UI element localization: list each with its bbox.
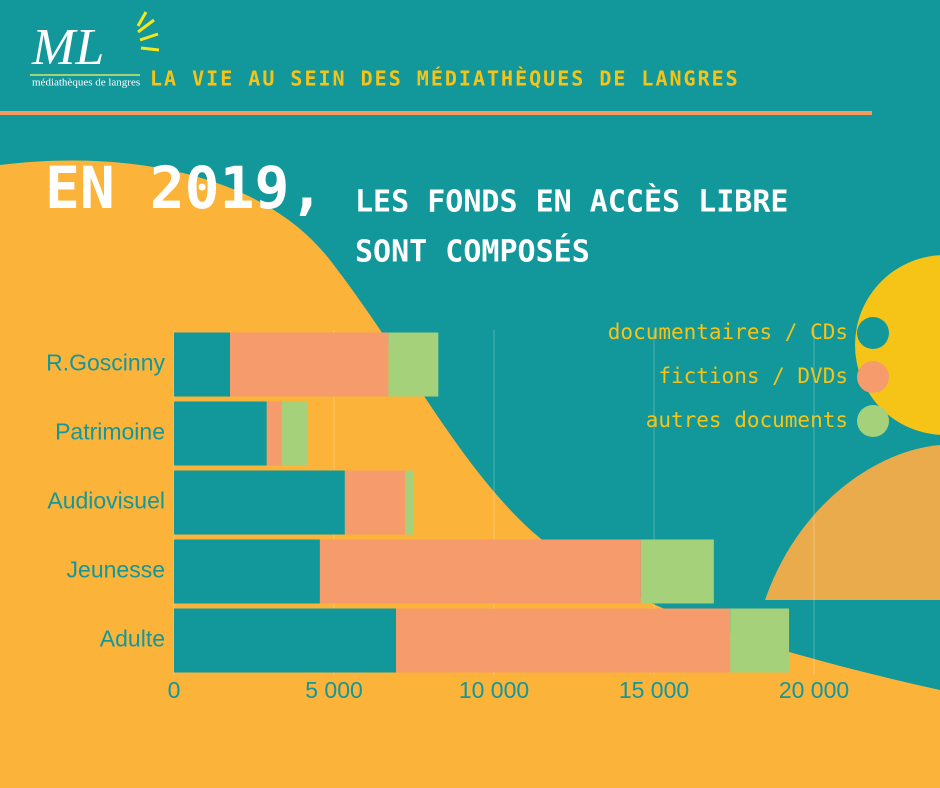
x-tick-label: 5 000 <box>305 677 363 703</box>
bar-segment <box>319 539 641 604</box>
x-tick-label: 10 000 <box>459 677 529 703</box>
x-tick-label: 0 <box>168 677 181 703</box>
logo-subtitle: médiathèques de langres <box>32 77 140 89</box>
logo-mark: ML <box>31 19 104 76</box>
y-tick-label: Patrimoine <box>55 419 165 445</box>
x-tick-label: 20 000 <box>779 677 849 703</box>
bar-segment <box>388 332 439 397</box>
bar-segment <box>230 332 389 397</box>
bar-segment <box>405 470 414 535</box>
bar-segment <box>281 401 308 466</box>
bar-segment <box>174 608 397 673</box>
bar-segment <box>344 470 406 535</box>
y-tick-label: Adulte <box>100 626 165 652</box>
y-tick-label: Audiovisuel <box>47 488 165 514</box>
title-line: LES FONDS EN ACCÈS LIBRE <box>355 184 788 220</box>
x-tick-label: 15 000 <box>619 677 689 703</box>
title-line: SONT COMPOSÉS <box>355 234 590 270</box>
y-tick-label: R.Goscinny <box>46 350 165 376</box>
bar-segment <box>174 401 267 466</box>
bar-segment <box>174 332 230 397</box>
header-title: LA VIE AU SEIN DES MÉDIATHÈQUES DE LANGR… <box>150 67 740 91</box>
bar-segment <box>730 608 790 673</box>
bar-segment <box>396 608 731 673</box>
bar-segment <box>174 539 320 604</box>
legend-swatch <box>857 317 889 349</box>
logo: ML médiathèques de langres <box>30 11 160 89</box>
title-year: EN 2019, <box>45 154 324 222</box>
y-tick-label: Jeunesse <box>67 557 165 583</box>
legend-label: autres documents <box>646 408 848 432</box>
logo-rays <box>136 11 160 52</box>
bar-segment <box>266 401 282 466</box>
legend-swatch <box>857 361 889 393</box>
bar-segment <box>174 470 345 535</box>
bar-segment <box>640 539 714 604</box>
decor-arc <box>765 445 940 600</box>
legend-swatch <box>857 405 889 437</box>
legend-label: fictions / DVDs <box>658 364 848 388</box>
legend-label: documentaires / CDs <box>608 320 848 344</box>
